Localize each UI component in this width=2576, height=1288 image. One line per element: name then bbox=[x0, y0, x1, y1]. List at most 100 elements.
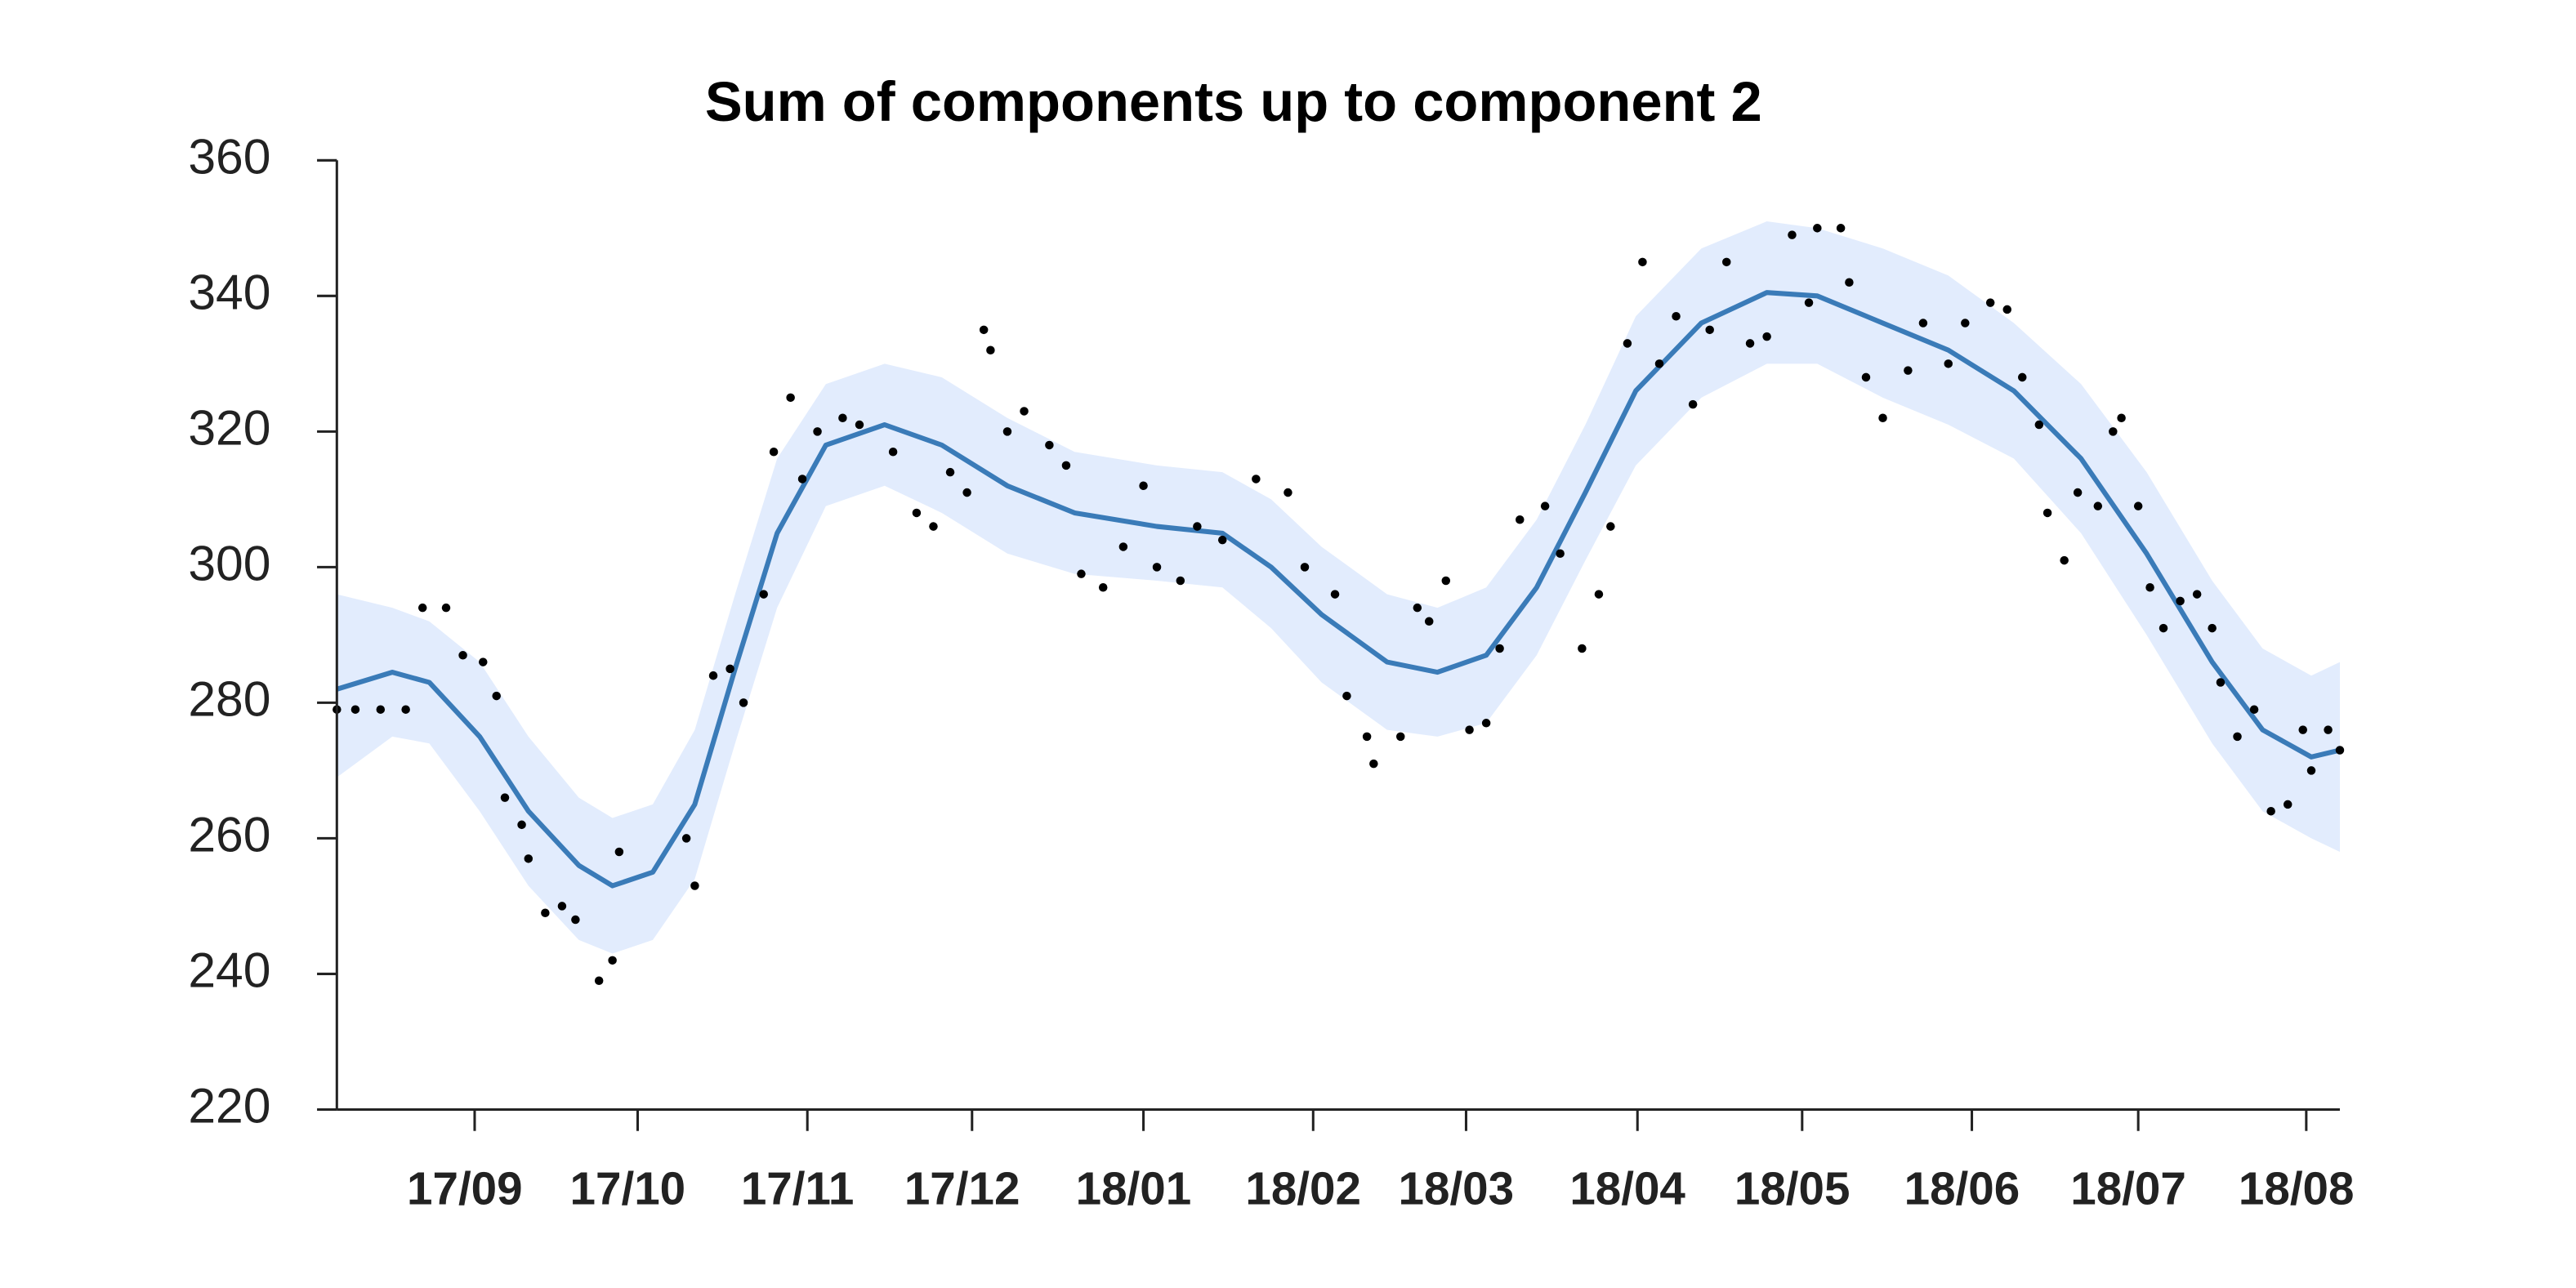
data-point bbox=[1638, 257, 1647, 267]
x-tick-label: 17/10 bbox=[570, 1162, 686, 1214]
x-tick-label: 18/05 bbox=[1734, 1162, 1851, 1214]
data-point bbox=[1606, 522, 1615, 531]
data-point bbox=[1623, 339, 1632, 348]
y-tick-label: 360 bbox=[188, 128, 270, 184]
data-point bbox=[1705, 325, 1714, 335]
x-tick-label: 18/01 bbox=[1076, 1162, 1192, 1214]
data-point bbox=[1077, 569, 1086, 578]
data-point bbox=[1836, 224, 1846, 233]
data-point bbox=[2034, 420, 2044, 430]
data-point bbox=[500, 793, 510, 802]
data-point bbox=[2192, 590, 2202, 599]
data-point bbox=[1861, 372, 1871, 382]
x-tick-label: 17/12 bbox=[904, 1162, 1020, 1214]
data-point bbox=[1020, 407, 1029, 416]
data-point bbox=[1061, 461, 1071, 470]
x-tick-label: 17/09 bbox=[407, 1162, 523, 1214]
data-point bbox=[1465, 725, 1474, 734]
y-tick-label: 220 bbox=[188, 1077, 270, 1133]
data-point bbox=[2249, 705, 2259, 714]
data-point bbox=[945, 467, 955, 477]
data-point bbox=[1369, 759, 1378, 769]
data-point bbox=[2109, 427, 2118, 436]
data-point bbox=[2002, 305, 2011, 314]
data-point bbox=[1118, 542, 1128, 551]
data-point bbox=[376, 705, 386, 714]
data-point bbox=[1654, 359, 1664, 368]
y-tick-label: 240 bbox=[188, 942, 270, 997]
data-point bbox=[1362, 732, 1372, 742]
y-tick-label: 320 bbox=[188, 399, 270, 455]
y-tick-label: 280 bbox=[188, 671, 270, 726]
fit-line bbox=[336, 290, 2341, 889]
data-point bbox=[492, 691, 501, 701]
data-point bbox=[2306, 766, 2316, 775]
data-point bbox=[1516, 515, 1525, 524]
data-point bbox=[2298, 725, 2307, 734]
data-point bbox=[1540, 501, 1550, 510]
data-point bbox=[1395, 732, 1405, 742]
data-point bbox=[1495, 644, 1504, 653]
data-point bbox=[986, 345, 995, 354]
data-point bbox=[524, 854, 534, 863]
data-point bbox=[1441, 576, 1451, 586]
data-point bbox=[614, 847, 624, 857]
data-point bbox=[1217, 535, 1227, 545]
y-tick-label: 340 bbox=[188, 264, 270, 319]
data-point bbox=[1413, 603, 1422, 613]
data-point bbox=[1672, 311, 1681, 321]
data-point bbox=[2073, 488, 2083, 497]
data-point bbox=[1330, 590, 1340, 599]
data-point bbox=[888, 447, 898, 457]
data-point bbox=[1098, 583, 1108, 592]
data-point bbox=[1804, 298, 1814, 307]
data-point bbox=[458, 651, 467, 660]
data-point bbox=[1176, 576, 1185, 586]
data-point bbox=[2093, 501, 2103, 510]
data-point bbox=[2159, 623, 2168, 633]
data-point bbox=[2216, 678, 2226, 687]
data-point bbox=[2266, 806, 2275, 816]
data-point bbox=[1193, 522, 1202, 531]
x-tick-label: 18/07 bbox=[2070, 1162, 2186, 1214]
data-point bbox=[1594, 590, 1604, 599]
data-point bbox=[1556, 549, 1565, 559]
data-point bbox=[478, 657, 488, 666]
data-point bbox=[1918, 319, 1928, 328]
data-point bbox=[1688, 399, 1698, 409]
data-point bbox=[2060, 555, 2069, 565]
data-point bbox=[1961, 319, 1970, 328]
confidence-band bbox=[337, 221, 2340, 954]
data-point bbox=[708, 671, 718, 680]
data-point bbox=[1045, 440, 1054, 450]
data-point bbox=[1878, 413, 1887, 423]
data-point bbox=[608, 956, 617, 965]
data-point bbox=[541, 908, 550, 917]
data-point bbox=[759, 590, 768, 599]
data-point bbox=[1722, 257, 1731, 267]
data-point bbox=[690, 881, 699, 890]
data-point bbox=[2283, 800, 2293, 809]
x-tick-label: 18/02 bbox=[1245, 1162, 1361, 1214]
data-point bbox=[813, 427, 822, 436]
data-point bbox=[1342, 691, 1351, 701]
data-point bbox=[594, 976, 604, 985]
data-point bbox=[2042, 508, 2052, 518]
data-point bbox=[2233, 732, 2242, 742]
data-point bbox=[912, 508, 922, 518]
data-point bbox=[2117, 413, 2126, 423]
data-point bbox=[2145, 583, 2154, 592]
data-point bbox=[769, 447, 779, 457]
data-point bbox=[1813, 224, 1822, 233]
data-point bbox=[962, 488, 971, 497]
x-tick-label: 18/04 bbox=[1569, 1162, 1685, 1214]
data-point bbox=[1139, 481, 1148, 491]
data-point bbox=[1284, 488, 1292, 497]
x-tick-label: 17/11 bbox=[741, 1162, 854, 1214]
band-layer bbox=[337, 221, 2340, 954]
data-point bbox=[929, 522, 938, 531]
data-point bbox=[1944, 359, 1953, 368]
data-point bbox=[441, 603, 451, 613]
data-point bbox=[1002, 427, 1012, 436]
